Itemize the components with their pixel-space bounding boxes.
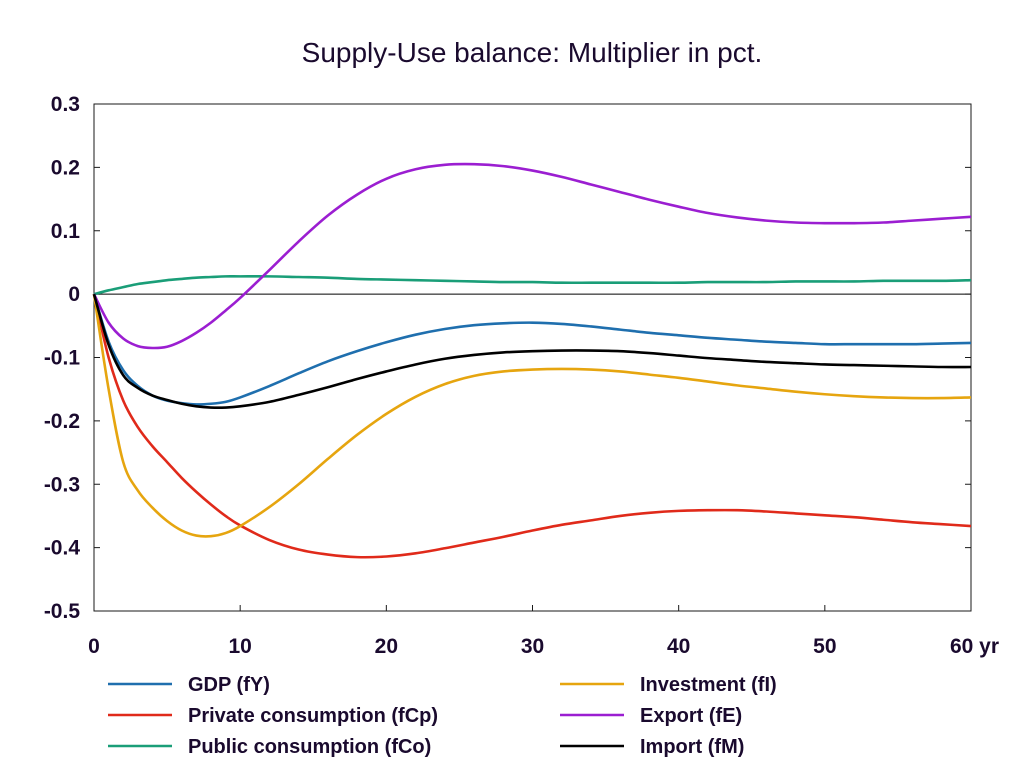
y-tick-label: -0.1 [44,347,81,370]
y-tick-label: 0.2 [51,156,80,179]
plot-frame [93,103,972,612]
y-tick-label: 0 [68,283,80,306]
series-line-private-consumption-fcp [92,293,972,559]
legend-label: Private consumption (fCp) [188,705,438,727]
series-layer [92,162,972,559]
y-axis: 0.3 0.2 0.1 0 -0.1 -0.2 -0.3 -0.4 -0.5 [44,93,971,623]
y-tick-label: -0.4 [44,537,81,560]
x-tick-label: 50 [813,635,836,658]
x-tick-label: 60 yr [950,635,999,658]
legend-label: Export (fE) [640,705,742,727]
legend-item-export-fe: Export (fE) [560,705,742,727]
legend-item-investment-fi: Investment (fI) [560,674,777,696]
legend-label: Import (fM) [640,736,744,758]
y-tick-label: 0.3 [51,93,80,116]
legend-item-private-consumption-fcp: Private consumption (fCp) [108,705,438,727]
y-tick-label: 0.1 [51,220,81,243]
x-tick-label: 0 [88,635,100,658]
x-tick-label: 20 [375,635,398,658]
legend: GDP (fY) Private consumption (fCp) Public … [108,674,777,758]
chart-title: Supply-Use balance: Multiplier in pct. [302,37,763,68]
series-line-investment-fi [92,293,972,538]
legend-item-gdp-fy: GDP (fY) [108,674,270,696]
y-tick-label: -0.3 [44,473,80,496]
series-line-public-consumption-fco [93,275,972,296]
y-tick-label: -0.2 [44,410,80,433]
x-axis: 0 10 20 30 40 50 60 yr [88,605,999,658]
x-tick-label: 40 [667,635,690,658]
legend-item-import-fm: Import (fM) [560,736,744,758]
x-tick-label: 10 [228,635,251,658]
plot-area [93,103,972,612]
legend-label: Public consumption (fCo) [188,736,431,758]
y-tick-label: -0.5 [44,600,81,623]
legend-label: Investment (fI) [640,674,777,696]
series-line-import-fm [92,293,972,410]
series-line-export-fe [92,162,972,350]
x-tick-label: 30 [521,635,544,658]
legend-item-public-consumption-fco: Public consumption (fCo) [108,736,431,758]
legend-label: GDP (fY) [188,674,270,696]
